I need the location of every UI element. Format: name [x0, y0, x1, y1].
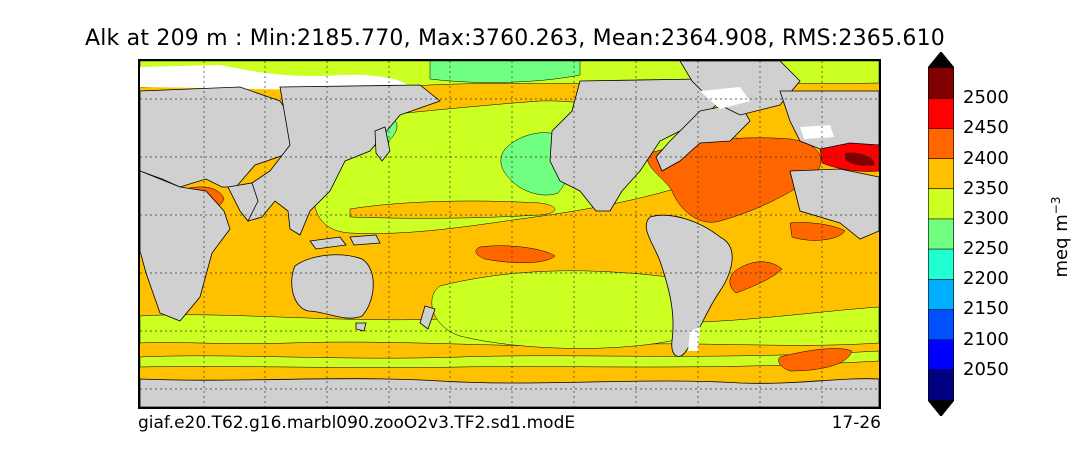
colorbar-segment — [928, 98, 954, 129]
pacific-2400-patch — [475, 245, 556, 264]
colorbar-segment — [928, 339, 954, 371]
year-range: 17-26 — [831, 413, 881, 433]
colorbar-segment — [928, 249, 954, 280]
arctic-2250 — [429, 61, 581, 83]
colorbar-segment — [928, 218, 954, 250]
se-atlantic-2400 — [789, 222, 846, 241]
colorbar-tick-label: 2350 — [963, 177, 1009, 199]
case-name: giaf.e20.T62.g16.marbl090.zooO2v3.TF2.sd… — [138, 413, 576, 433]
med-2500 — [845, 152, 875, 166]
gridlines — [140, 61, 879, 407]
indonesia-2 — [349, 234, 381, 246]
australia — [291, 254, 374, 319]
arctic-ice — [140, 65, 410, 90]
colorbar-label: meq m−3 — [1049, 196, 1072, 278]
colorbar-upper-arrow — [928, 52, 954, 68]
land-masses — [140, 61, 879, 407]
colorbar-tick-label: 2100 — [963, 328, 1009, 350]
colorbar-segment — [928, 158, 954, 190]
plot-title: Alk at 209 m : Min:2185.770, Max:3760.26… — [84, 26, 945, 51]
africa — [140, 170, 231, 322]
north-atlantic-2400 — [647, 137, 822, 223]
india — [227, 182, 259, 222]
colorbar-tick-label: 2400 — [963, 147, 1009, 169]
south-america — [645, 214, 733, 357]
colorbar-tick-label: 2150 — [963, 298, 1009, 320]
southern-2400 — [778, 348, 853, 372]
colorbar-segment — [928, 309, 954, 341]
colorbar-tick-label: 2200 — [963, 268, 1009, 290]
south-pacific-2300 — [431, 270, 694, 349]
north-america — [549, 78, 721, 212]
japan — [374, 126, 391, 162]
africa-east — [789, 168, 879, 240]
colorbar-tick-label: 2450 — [963, 117, 1009, 139]
colorbar-segment — [928, 188, 954, 220]
southern-2300-band-2 — [140, 350, 879, 368]
colorbar — [927, 51, 955, 417]
pacific-2350-tongue — [349, 200, 556, 219]
colorbar-segment — [928, 128, 954, 160]
indonesia-1 — [309, 236, 347, 250]
ice-patches — [688, 87, 834, 351]
colorbar-tick-label: 2050 — [963, 358, 1009, 380]
new-zealand — [419, 305, 436, 330]
colorbar-segment — [928, 279, 954, 310]
colorbar-tick-label: 2500 — [963, 87, 1009, 109]
south-atlantic-2400 — [729, 261, 783, 294]
colorbar-segment — [928, 68, 954, 99]
ocean-map — [138, 59, 881, 409]
colorbar-tick-label: 2300 — [963, 207, 1009, 229]
tasmania — [355, 322, 367, 332]
colorbar-segment — [928, 369, 954, 401]
colorbar-tick-label: 2250 — [963, 238, 1009, 260]
antarctica — [140, 378, 879, 407]
colorbar-lower-arrow — [928, 400, 954, 416]
